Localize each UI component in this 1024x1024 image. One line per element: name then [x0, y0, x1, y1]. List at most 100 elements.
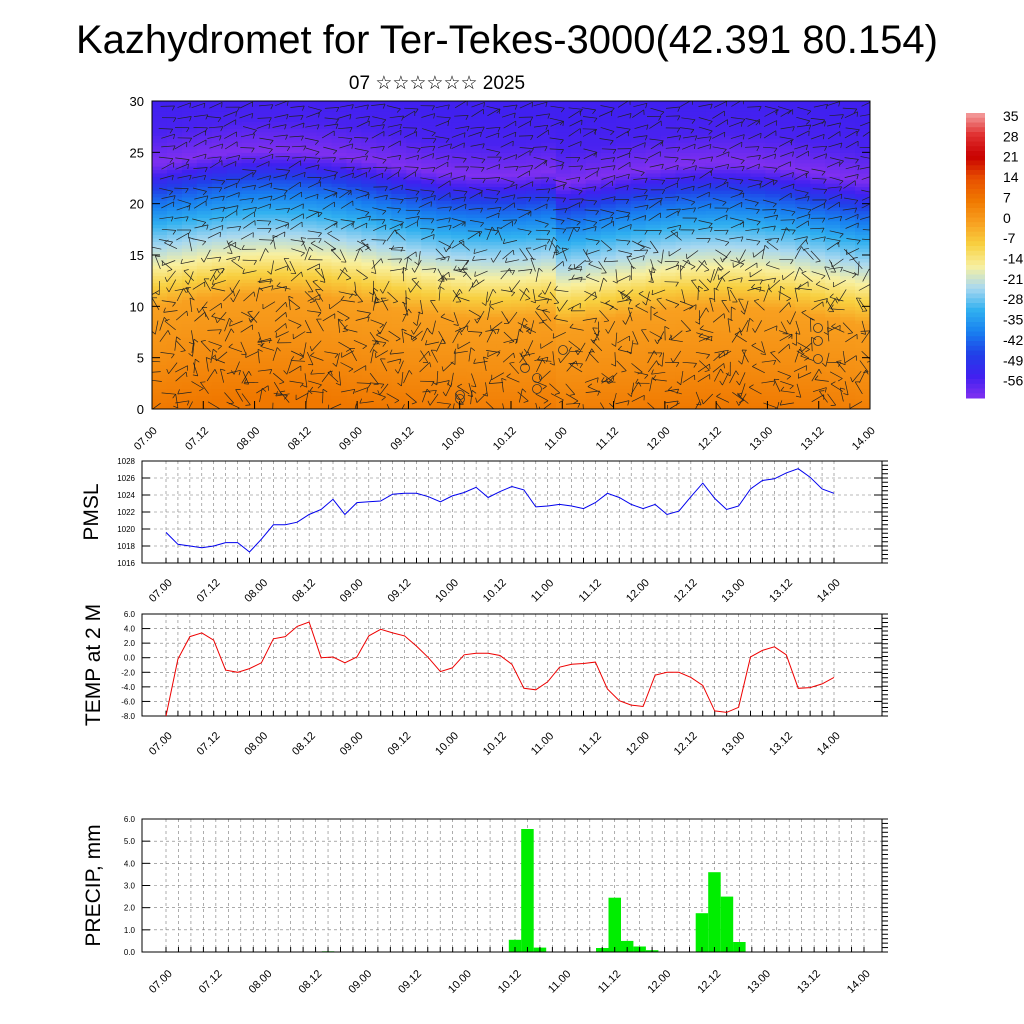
temperature-cell — [436, 343, 452, 348]
temperature-cell — [391, 296, 407, 301]
temperature-cell — [765, 159, 781, 164]
temperature-cell — [585, 111, 602, 116]
wind-barb — [193, 167, 208, 169]
temperature-cell — [226, 220, 243, 225]
wind-barb-feather — [254, 207, 257, 213]
temperature-cell — [226, 159, 243, 164]
temperature-cell — [540, 145, 557, 150]
temperature-cell — [166, 374, 183, 379]
temperature-cell — [690, 118, 707, 123]
temperature-cell — [241, 391, 258, 396]
wind-barb — [159, 216, 174, 220]
temperature-cell — [780, 268, 796, 273]
temperature-cell — [705, 172, 722, 177]
temperature-cell — [271, 357, 288, 362]
wind-barb-feather — [219, 135, 222, 141]
temperature-cell — [675, 313, 692, 318]
temperature-cell — [166, 309, 183, 314]
temperature-cell — [391, 374, 407, 379]
temperature-cell — [750, 166, 766, 171]
wind-barb — [175, 310, 188, 321]
temperature-cell — [705, 237, 722, 242]
temperature-cell — [855, 364, 870, 369]
temperature-cell — [630, 306, 647, 311]
temperature-cell — [181, 357, 198, 362]
temperature-cell — [496, 251, 512, 256]
temperature-cell — [346, 395, 363, 400]
temperature-cell — [675, 405, 692, 409]
temperature-cell — [630, 333, 647, 338]
temperature-cell — [226, 155, 243, 160]
wind-barb — [161, 133, 175, 139]
temperature-cell — [496, 354, 512, 359]
temperature-cell — [376, 138, 392, 143]
temperature-cell — [346, 333, 363, 338]
temperature-cell — [675, 152, 692, 157]
temperature-cell — [810, 248, 826, 253]
temperature-cell — [466, 128, 482, 133]
temperature-cell — [301, 172, 318, 177]
temperature-cell — [630, 350, 647, 355]
temperature-cell — [780, 255, 796, 260]
temperature-cell — [316, 350, 333, 355]
temperature-cell — [391, 385, 407, 390]
temperature-cell — [735, 385, 751, 390]
temperature-cell — [376, 200, 392, 205]
temperature-cell — [795, 333, 811, 338]
temperature-cell — [481, 330, 497, 335]
wind-barb — [288, 181, 301, 190]
temperature-cell — [825, 155, 841, 160]
temperature-cell — [750, 316, 766, 321]
wind-barb-feather — [220, 368, 226, 371]
temperature-cell — [496, 347, 512, 352]
temperature-cell — [226, 258, 243, 263]
temperature-cell — [810, 220, 826, 225]
temperature-cell — [540, 213, 557, 218]
wind-barb — [324, 351, 339, 355]
temperature-cell — [630, 391, 647, 396]
wind-barb — [158, 239, 173, 243]
temperature-cell — [585, 145, 602, 150]
temperature-cell — [630, 261, 647, 266]
temperature-cell — [660, 323, 677, 328]
temperature-cell — [286, 107, 303, 112]
wind-barb-feather — [238, 192, 240, 198]
wind-barb — [321, 268, 326, 283]
temperature-cell — [196, 155, 213, 160]
temperature-cell — [181, 268, 198, 273]
temperature-cell — [181, 196, 198, 201]
temperature-cell — [331, 200, 348, 205]
temperature-cell — [241, 398, 258, 403]
temperature-cell — [600, 251, 617, 256]
wind-barb-feather — [303, 156, 307, 162]
temperature-cell — [346, 213, 363, 218]
temperature-cell — [316, 326, 333, 331]
temperature-cell — [391, 203, 407, 208]
temperature-cell — [286, 224, 303, 229]
temperature-cell — [241, 333, 258, 338]
temperature-cell — [301, 179, 318, 184]
temperature-cell — [735, 316, 751, 321]
temperature-cell — [331, 111, 348, 116]
temperature-cell — [316, 131, 333, 136]
temperature-cell — [600, 193, 617, 198]
temperature-cell — [436, 138, 452, 143]
temperature-cell — [855, 207, 870, 212]
temperature-cell — [585, 371, 602, 376]
temperature-cell — [675, 210, 692, 215]
temperature-cell — [346, 145, 363, 150]
temperature-cell — [735, 203, 751, 208]
temperature-cell — [600, 316, 617, 321]
temperature-cell — [226, 405, 243, 409]
wind-barb-feather — [147, 368, 149, 373]
temperature-cell — [241, 169, 258, 174]
temperature-cell — [451, 241, 467, 246]
temperature-cell — [181, 367, 198, 372]
temperature-cell — [181, 138, 198, 143]
temperature-cell — [540, 323, 557, 328]
temperature-cell — [436, 145, 452, 150]
temperature-cell — [765, 189, 781, 194]
temperature-cell — [301, 131, 318, 136]
temperature-cell — [256, 323, 273, 328]
temperature-cell — [331, 176, 348, 181]
